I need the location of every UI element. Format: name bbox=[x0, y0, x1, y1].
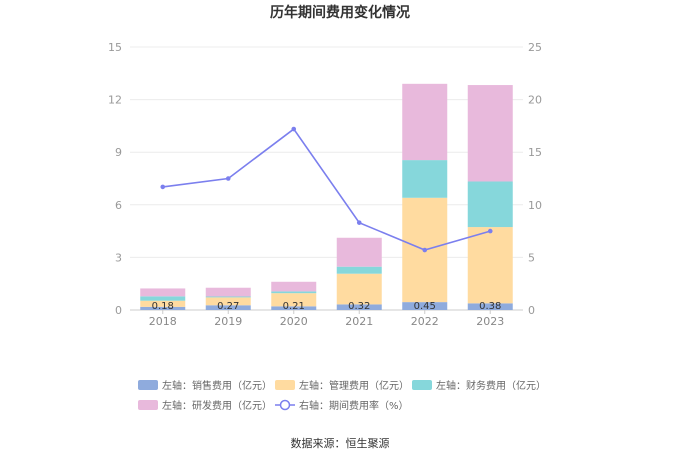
x-tick-label: 2018 bbox=[149, 315, 177, 328]
line-point bbox=[356, 220, 362, 225]
bar-segment bbox=[140, 288, 186, 297]
legend-line-marker bbox=[279, 399, 291, 411]
bar-segment bbox=[271, 293, 317, 307]
legend-swatch bbox=[138, 400, 158, 410]
left-tick-label: 12 bbox=[108, 94, 122, 107]
bar-segment bbox=[140, 296, 186, 301]
bar-segment bbox=[402, 83, 448, 161]
bar-segment bbox=[140, 306, 186, 310]
right-tick-label: 5 bbox=[528, 251, 535, 264]
line-point bbox=[291, 126, 297, 132]
right-tick-label: 20 bbox=[528, 94, 542, 107]
right-tick-label: 15 bbox=[528, 146, 542, 159]
bar-segment bbox=[336, 237, 382, 267]
bar-segment bbox=[271, 281, 317, 292]
left-tick-label: 9 bbox=[115, 146, 122, 159]
legend-label: 右轴：期间费用率（%） bbox=[299, 399, 409, 412]
data-labels: 0.18 0.27 0.21 0.32 0.45 0.38 bbox=[152, 301, 502, 312]
left-tick-label: 15 bbox=[108, 41, 122, 54]
x-tick-label: 2020 bbox=[280, 315, 308, 328]
line-series bbox=[160, 126, 493, 253]
legend-label: 左轴：管理费用（亿元） bbox=[299, 379, 409, 392]
bar-segment bbox=[205, 297, 251, 306]
right-tick-label: 25 bbox=[528, 41, 542, 54]
bar-segment bbox=[402, 302, 448, 310]
bar-segment bbox=[336, 273, 382, 305]
line-point bbox=[487, 228, 493, 234]
right-axis-ticks: 0 5 10 15 20 25 bbox=[528, 41, 542, 317]
grid bbox=[130, 46, 523, 311]
line-path bbox=[162, 127, 491, 251]
bar-segment bbox=[336, 266, 382, 274]
data-label: 0.38 bbox=[479, 301, 501, 312]
x-tick-label: 2021 bbox=[345, 315, 373, 328]
legend-swatch bbox=[138, 380, 158, 390]
left-tick-label: 3 bbox=[115, 251, 122, 264]
legend-label: 左轴：研发费用（亿元） bbox=[162, 399, 272, 412]
bar-segment bbox=[205, 305, 251, 310]
line-point bbox=[422, 247, 428, 253]
right-tick-label: 10 bbox=[528, 199, 542, 212]
data-label: 0.27 bbox=[217, 301, 239, 312]
bar-segment bbox=[467, 303, 513, 310]
left-tick-label: 0 bbox=[115, 304, 122, 317]
bar-segment bbox=[467, 85, 513, 182]
line-point bbox=[225, 176, 231, 181]
legend-label: 左轴：财务费用（亿元） bbox=[436, 379, 546, 392]
bar-segment bbox=[467, 227, 513, 304]
left-axis-ticks: 0 3 6 9 12 15 bbox=[108, 41, 122, 317]
bar-segment bbox=[467, 181, 513, 228]
data-label: 0.21 bbox=[283, 301, 305, 312]
chart-title: 历年期间费用变化情况 bbox=[270, 4, 410, 21]
left-tick-label: 6 bbox=[115, 199, 122, 212]
bar-segment bbox=[336, 304, 382, 310]
legend-swatch bbox=[275, 380, 295, 390]
x-tick-label: 2023 bbox=[476, 315, 504, 328]
data-label: 0.32 bbox=[348, 301, 370, 312]
legend-label: 左轴：销售费用（亿元） bbox=[162, 379, 272, 392]
bars bbox=[140, 83, 513, 310]
x-tick-label: 2019 bbox=[214, 315, 242, 328]
source-note: 数据来源：恒生聚源 bbox=[291, 436, 390, 450]
bar-segment bbox=[271, 291, 317, 294]
x-axis-ticks: 2018 2019 2020 2021 2022 2023 bbox=[149, 310, 504, 328]
bar-segment bbox=[402, 160, 448, 198]
bar-segment bbox=[140, 300, 186, 307]
legend-swatch bbox=[412, 380, 432, 390]
bar-segment bbox=[205, 296, 251, 298]
x-tick-label: 2022 bbox=[411, 315, 439, 328]
data-label: 0.45 bbox=[414, 301, 436, 312]
right-tick-label: 0 bbox=[528, 304, 535, 317]
bar-segment bbox=[205, 287, 251, 297]
legend[interactable]: 左轴：销售费用（亿元） 左轴：管理费用（亿元） 左轴：财务费用（亿元） 左轴：研发费用… bbox=[138, 379, 546, 412]
bar-segment bbox=[271, 306, 317, 310]
line-point bbox=[160, 184, 166, 190]
data-label: 0.18 bbox=[152, 301, 174, 312]
